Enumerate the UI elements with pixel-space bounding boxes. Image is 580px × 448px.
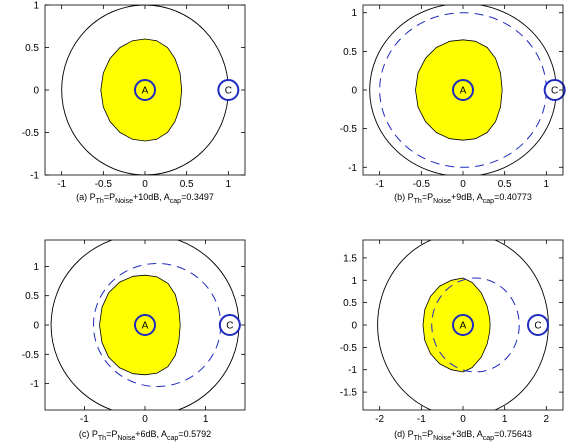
y-tick-label: -1: [30, 379, 39, 390]
y-tick-label: 0: [351, 86, 357, 97]
y-tick-label: 1: [351, 276, 357, 287]
point-a-marker: [452, 314, 474, 336]
dashed-circle: [431, 277, 520, 373]
y-tick-label: 0.5: [343, 47, 357, 58]
y-tick-label: 0.5: [25, 291, 39, 302]
point-c-marker: [217, 79, 240, 101]
x-tick-label: -1: [80, 414, 89, 425]
y-tick-label: 1: [33, 1, 39, 12]
point-c-label: C: [551, 86, 558, 97]
point-c-marker: [218, 314, 241, 336]
capture-region: [100, 38, 183, 142]
x-tick-label: 0: [142, 179, 148, 190]
point-c-marker: [543, 79, 566, 101]
x-tick-label: 0.5: [498, 179, 512, 190]
point-a-label: A: [142, 321, 149, 332]
point-c-marker: [527, 314, 549, 336]
point-c-label: C: [534, 321, 541, 332]
point-a-marker: [134, 314, 156, 336]
y-tick-label: -1.5: [340, 388, 358, 399]
x-tick-label: 1: [502, 414, 508, 425]
panel-3: A C -2 -1 0 1 2 1.5 1 0.5 0 -0.5 -1 -1.5 (d) PTh=PNois…: [340, 239, 564, 442]
point-a-label: A: [460, 86, 467, 97]
y-tick-label: 1.5: [343, 253, 357, 264]
y-tick-label: -1: [30, 171, 39, 182]
y-tick-label: -1: [348, 163, 357, 174]
y-tick-label: -0.5: [340, 124, 358, 135]
y-tick-label: 0.5: [25, 43, 39, 54]
y-tick-label: 0: [351, 321, 357, 332]
panel-caption: (c) PTh=PNoise+6dB, Acap=0.5792: [79, 429, 211, 442]
point-a-label: A: [460, 321, 467, 332]
x-tick-label: 1: [544, 179, 550, 190]
y-tick-label: 0: [33, 86, 39, 97]
capture-region: [99, 274, 181, 376]
panel-1: A C -1 -0.5 0 0.5 1 1 0.5 0 -0.5 -1 (b) PTh=PNoise+9…: [340, 4, 566, 205]
panel-caption: (d) PTh=PNoise+3dB, Acap=0.75643: [394, 429, 532, 442]
y-tick-label: 0: [33, 321, 39, 332]
x-tick-label: 1: [226, 179, 232, 190]
y-tick-label: 0.5: [343, 298, 357, 309]
x-tick-label: -0.5: [413, 179, 431, 190]
x-tick-label: -2: [375, 414, 384, 425]
point-a-marker: [134, 79, 156, 101]
x-tick-label: 0.5: [180, 179, 194, 190]
y-tick-label: -0.5: [22, 350, 40, 361]
capture-region: [422, 277, 491, 373]
panel-2: A C -1 0 1 1 0.5 0 -0.5 -1 (c) PTh=PNoise+6dB, Aca…: [22, 239, 246, 442]
panel-caption: (b) PTh=PNoise+9dB, Acap=0.40773: [394, 192, 532, 205]
x-tick-label: 0: [142, 414, 148, 425]
x-tick-label: -1: [57, 179, 66, 190]
panel-caption: (a) PTh=PNoise+10dB, Acap=0.3497: [76, 192, 214, 205]
y-tick-label: -0.5: [22, 128, 40, 139]
capture-region: [415, 39, 503, 141]
x-tick-label: 0: [460, 414, 466, 425]
point-c-label: C: [225, 86, 232, 97]
point-a-label: A: [142, 86, 149, 97]
y-tick-label: 1: [33, 262, 39, 273]
x-tick-label: 0: [460, 179, 466, 190]
x-tick-label: -1: [417, 414, 426, 425]
x-tick-label: 2: [544, 414, 550, 425]
x-tick-label: 1: [203, 414, 209, 425]
y-tick-label: 1: [351, 8, 357, 19]
y-tick-label: -0.5: [340, 343, 358, 354]
point-a-marker: [452, 79, 474, 101]
point-c-label: C: [226, 321, 233, 332]
panel-0: A C -1 -0.5 0 0.5 1 1 0.5 0 -0.5 -1 (a) PTh=PNoise+1…: [22, 1, 246, 205]
y-tick-label: -1: [348, 365, 357, 376]
x-tick-label: -1: [375, 179, 384, 190]
x-tick-label: -0.5: [95, 179, 113, 190]
